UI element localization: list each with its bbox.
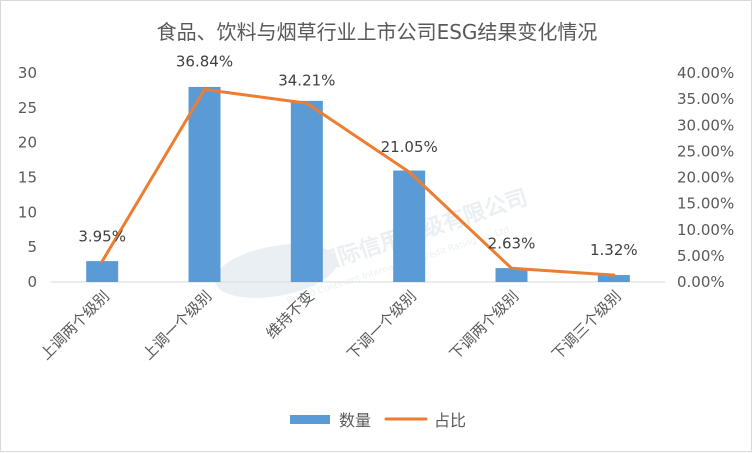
legend-bar-swatch: [290, 415, 330, 424]
category-label: 下调三个级别: [548, 287, 624, 363]
left-axis-tick-label: 30: [18, 64, 37, 82]
category-label: 上调一个级别: [139, 287, 215, 363]
left-axis-tick-label: 0: [27, 273, 37, 291]
category-label: 下调一个级别: [344, 287, 420, 363]
bar-下调两个级别: [495, 268, 528, 282]
bar-下调三个级别: [597, 275, 630, 282]
right-axis-tick-label: 35.00%: [677, 90, 734, 108]
percentage-data-label: 2.63%: [488, 234, 536, 252]
percentage-data-label: 3.95%: [78, 227, 126, 245]
percentage-point: [203, 88, 206, 92]
category-label: 下调两个级别: [446, 287, 522, 363]
right-axis-tick-label: 10.00%: [677, 221, 734, 239]
bar-上调两个级别: [86, 261, 119, 282]
right-axis-tick-label: 0.00%: [677, 273, 725, 291]
percentage-data-label: 21.05%: [381, 138, 438, 156]
right-axis-tick-label: 5.00%: [677, 247, 725, 265]
percentage-point: [407, 170, 411, 174]
right-axis-tick-label: 20.00%: [677, 169, 734, 187]
right-axis-tick-label: 40.00%: [677, 64, 734, 82]
watermark-group: 联洲国际信用评级有限公司United Continent Internation…: [214, 184, 531, 307]
left-axis-tick-label: 20: [18, 134, 37, 152]
percentage-data-label: 34.21%: [278, 71, 335, 89]
legend-bar-label: 数量: [339, 411, 371, 430]
bar-维持不变: [290, 100, 323, 282]
percentage-point: [510, 266, 513, 270]
percentage-point: [612, 273, 616, 277]
bar-下调一个级别: [393, 170, 426, 282]
category-label: 上调两个级别: [37, 287, 113, 363]
percentage-point: [100, 259, 104, 263]
left-axis-tick-label: 10: [18, 203, 37, 221]
left-axis-tick-label: 25: [18, 99, 37, 117]
percentage-data-label: 36.84%: [176, 53, 233, 71]
bar-上调一个级别: [188, 86, 221, 282]
percentage-point: [305, 101, 309, 105]
left-axis-tick-label: 15: [18, 169, 37, 187]
right-axis-tick-label: 25.00%: [677, 142, 734, 160]
percentage-line-series: [100, 88, 616, 277]
percentage-data-label: 1.32%: [590, 241, 638, 259]
legend-line-label: 占比: [434, 411, 466, 430]
left-axis-tick-label: 5: [27, 238, 37, 256]
chart-title: 食品、饮料与烟草行业上市公司ESG结果变化情况: [157, 20, 598, 44]
right-axis-tick-label: 30.00%: [677, 116, 734, 134]
right-axis-tick-label: 15.00%: [677, 195, 734, 213]
